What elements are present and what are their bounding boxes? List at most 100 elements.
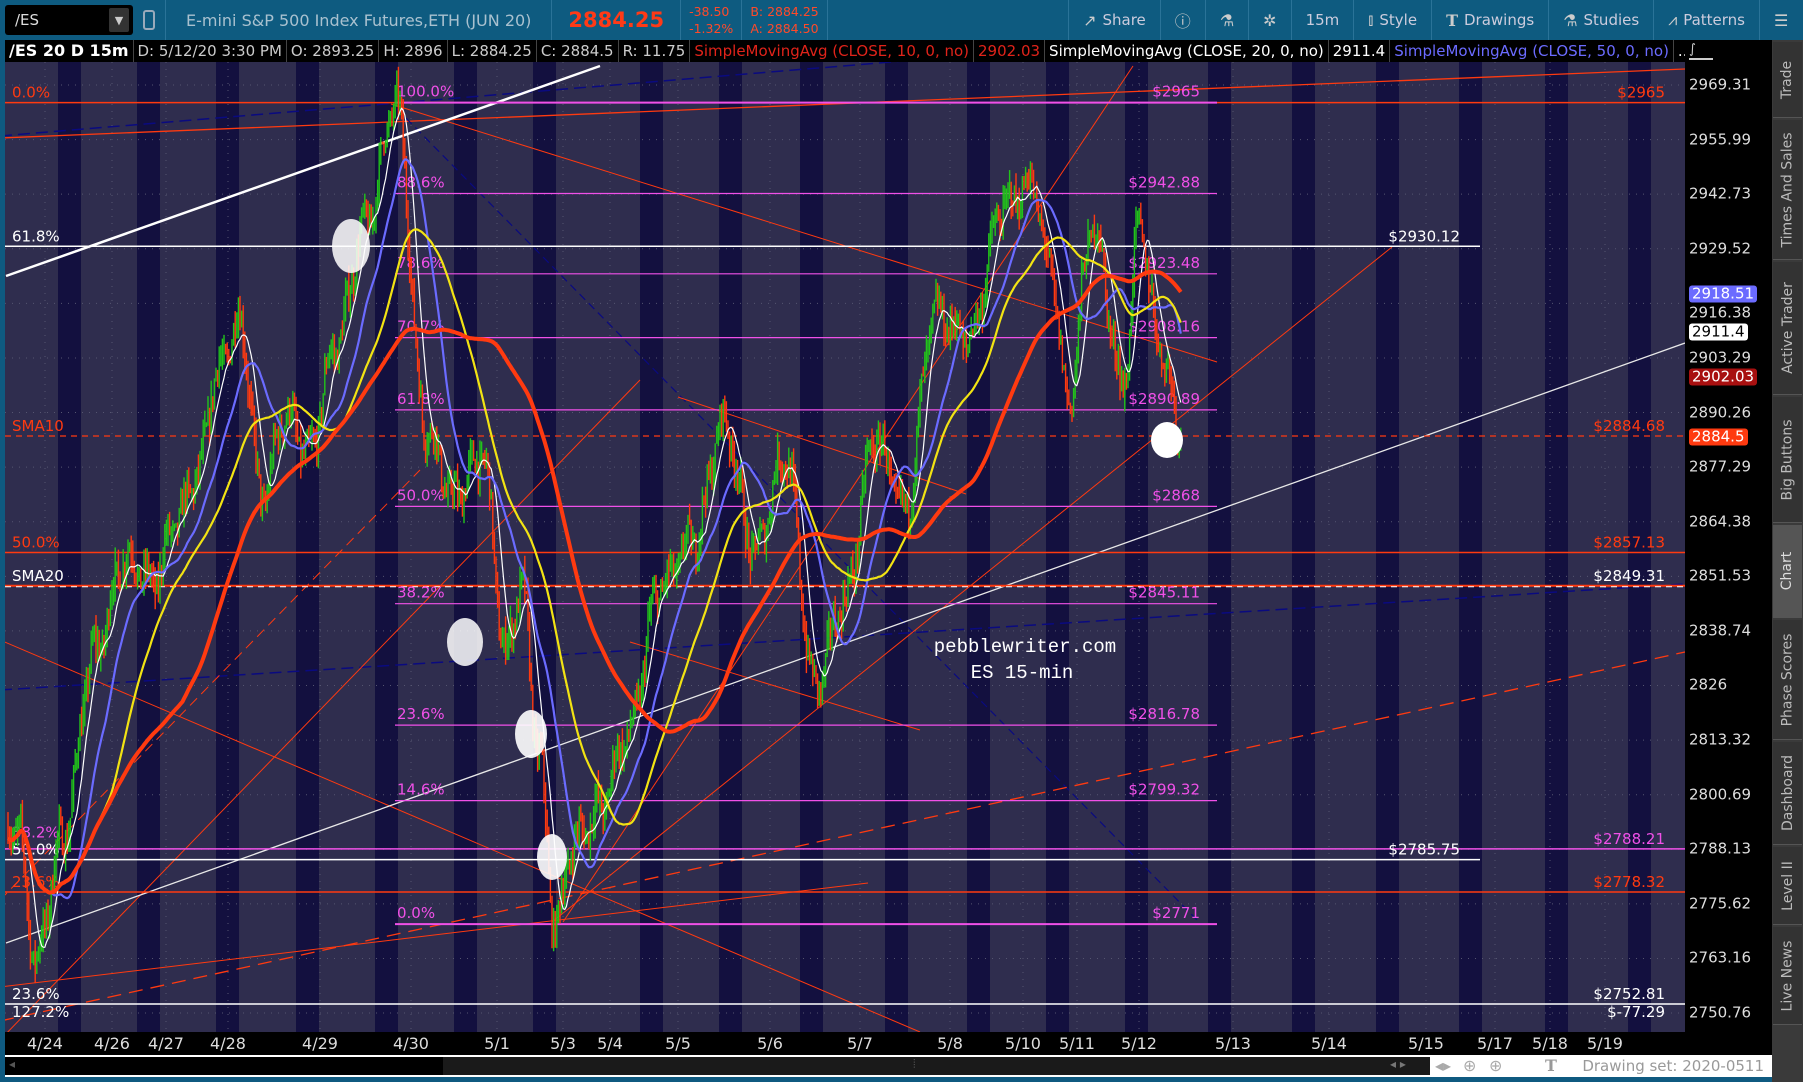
date-tick-label: 5/13 bbox=[1215, 1034, 1251, 1053]
highlight-marker[interactable] bbox=[537, 834, 567, 880]
trendline[interactable] bbox=[396, 108, 1203, 926]
side-tab-label: Trade bbox=[1779, 60, 1796, 99]
highlight-marker[interactable] bbox=[515, 710, 547, 758]
price-badge: 2911.4 bbox=[1689, 323, 1748, 341]
price-axis[interactable]: ∫ 2969.31 2955.99 2942.73 2929.52 2916.38 290… bbox=[1685, 40, 1772, 1055]
fib-price-label: $2890.89 bbox=[1128, 390, 1200, 408]
settings-button[interactable]: ✲ bbox=[1248, 0, 1290, 40]
study-toggle-icon[interactable]: ∫ bbox=[1689, 42, 1713, 60]
date-tick-label: 5/12 bbox=[1121, 1034, 1157, 1053]
trendline[interactable] bbox=[551, 246, 1393, 923]
side-tab-level-ii[interactable]: Level II bbox=[1773, 847, 1802, 925]
side-tab-dashboard[interactable]: Dashboard bbox=[1773, 742, 1802, 845]
study-sma10-label[interactable]: SimpleMovingAvg (CLOSE, 10, 0, no) bbox=[690, 40, 975, 62]
zoom-icon[interactable]: ⊕ bbox=[1489, 1056, 1503, 1075]
chart-id: /ES 20 D 15m bbox=[5, 40, 134, 62]
change-percent: -1.32% bbox=[689, 21, 734, 36]
date-tick-label: 5/3 bbox=[550, 1034, 576, 1053]
date-tick-label: 5/15 bbox=[1408, 1034, 1444, 1053]
bar-high: H: 2896 bbox=[379, 40, 448, 62]
level-label-left: 23.6% bbox=[12, 873, 60, 891]
link-icon[interactable] bbox=[143, 10, 155, 30]
moving-average-sma20 bbox=[7, 158, 1182, 900]
session-band bbox=[719, 62, 742, 1032]
date-tick-label: 5/6 bbox=[757, 1034, 783, 1053]
list-menu-icon: ☰ bbox=[1774, 10, 1789, 30]
menu-button[interactable]: ☰ bbox=[1759, 0, 1803, 40]
level-label-right: $2752.81 bbox=[1593, 985, 1665, 1003]
drawing-set-selector[interactable]: Drawing set: 2020-0511 bbox=[1582, 1057, 1764, 1075]
patterns-button[interactable]: ⩘ Patterns bbox=[1653, 0, 1759, 40]
trendline[interactable] bbox=[5, 651, 1685, 1021]
side-tab-label: Big Buttons bbox=[1779, 418, 1796, 501]
price-badge: 2918.51 bbox=[1689, 285, 1758, 303]
scrollbar-thumb[interactable] bbox=[5, 1057, 443, 1075]
style-label: Style bbox=[1379, 11, 1418, 29]
chart-canvas[interactable]: 0.0% $2965 61.8% $2930.12 SMA10 $2884.68 50.0%… bbox=[5, 62, 1685, 1032]
flask-button[interactable]: ⚗ bbox=[1204, 0, 1248, 40]
horizontal-scrollbar[interactable]: ◂ ⦙ ◂ ▸ bbox=[5, 1057, 1430, 1075]
symbol-selector[interactable]: /ES ▼ bbox=[5, 5, 133, 35]
highlight-marker[interactable] bbox=[447, 618, 483, 666]
scroll-left-icon[interactable]: ◂ bbox=[9, 1057, 16, 1071]
price-tick-label: 2864.38 bbox=[1689, 512, 1752, 531]
symbol-input[interactable]: /ES bbox=[15, 11, 40, 29]
instrument-description: E-mini S&P 500 Index Futures,ETH (JUN 20… bbox=[186, 10, 532, 30]
drawings-button[interactable]: T Drawings bbox=[1431, 0, 1548, 40]
study-sma50-label[interactable]: SimpleMovingAvg (CLOSE, 50, 0, no) bbox=[1390, 40, 1674, 62]
date-tick-label: 5/8 bbox=[937, 1034, 963, 1053]
text-t-icon[interactable]: T bbox=[1545, 1056, 1557, 1075]
moving-average-sma50 bbox=[7, 228, 1182, 894]
share-button[interactable]: ↗ Share bbox=[1068, 0, 1160, 40]
level-label-right: $2930.12 bbox=[1388, 227, 1460, 245]
price-chart[interactable]: 0.0% $2965 61.8% $2930.12 SMA10 $2884.68 50.0%… bbox=[5, 62, 1685, 1032]
highlight-marker[interactable] bbox=[332, 219, 370, 273]
time-axis[interactable]: 4/24 4/26 4/27 4/28 4/29 4/30 5/1 5/3 5/4 5/5 5/6 5… bbox=[5, 1032, 1772, 1055]
fib-pct-label: 78.6% bbox=[397, 254, 445, 272]
study-more[interactable]: ... bbox=[1674, 40, 1685, 62]
studies-button[interactable]: ⚗ Studies bbox=[1548, 0, 1653, 40]
trendline[interactable] bbox=[5, 882, 869, 987]
fib-price-label: $2923.48 bbox=[1128, 254, 1200, 272]
trendline[interactable] bbox=[5, 640, 921, 1032]
level-label-left: 0.0% bbox=[12, 84, 50, 102]
side-tab-times-and-sales[interactable]: Times And Sales bbox=[1773, 120, 1802, 260]
side-tab-live-news[interactable]: Live News bbox=[1773, 927, 1802, 1025]
pan-icon[interactable]: ◂▸ bbox=[1435, 1056, 1452, 1075]
trendline[interactable] bbox=[5, 583, 1685, 691]
trendline[interactable] bbox=[629, 641, 921, 731]
change-value: -38.50 bbox=[689, 4, 730, 19]
trendline[interactable] bbox=[5, 342, 1685, 944]
fib-pct-label: 38.2% bbox=[397, 584, 445, 602]
trendline[interactable] bbox=[5, 379, 641, 1032]
crosshair-icon[interactable]: ⊕ bbox=[1463, 1056, 1477, 1075]
chart-info-bar: /ES 20 D 15m D: 5/12/20 3:30 PM O: 2893.… bbox=[5, 40, 1685, 62]
session-band bbox=[454, 62, 477, 1032]
side-tab-chart[interactable]: Chart bbox=[1773, 525, 1802, 618]
style-button[interactable]: ⫾ Style bbox=[1353, 0, 1431, 40]
level-label-right: $2857.13 bbox=[1593, 533, 1665, 551]
study-sma20-label[interactable]: SimpleMovingAvg (CLOSE, 20, 0, no) bbox=[1045, 40, 1329, 62]
side-tab-big-buttons[interactable]: Big Buttons bbox=[1773, 397, 1802, 523]
session-band bbox=[1628, 62, 1651, 1032]
side-tab-phase-scores[interactable]: Phase Scores bbox=[1773, 620, 1802, 740]
level-label-left: SMA20 bbox=[12, 567, 64, 585]
timeframe-button[interactable]: 15m bbox=[1290, 0, 1354, 40]
fib-price-label: $2799.32 bbox=[1128, 781, 1200, 799]
chevron-down-icon[interactable]: ▼ bbox=[109, 8, 129, 32]
trendline[interactable] bbox=[5, 62, 1685, 137]
side-tab-label: Level II bbox=[1779, 860, 1796, 911]
side-tab-active-trader[interactable]: Active Trader bbox=[1773, 262, 1802, 395]
highlight-marker[interactable] bbox=[1151, 422, 1183, 458]
date-tick-label: 5/10 bbox=[1005, 1034, 1041, 1053]
scroll-grip-icon: ⦙ bbox=[913, 1057, 916, 1071]
fib-pct-label: 50.0% bbox=[397, 486, 445, 504]
info-button[interactable]: ⓘ bbox=[1159, 0, 1205, 40]
side-tab-label: Times And Sales bbox=[1779, 131, 1796, 248]
side-tab-trade[interactable]: Trade bbox=[1773, 42, 1802, 118]
date-tick-label: 5/5 bbox=[665, 1034, 691, 1053]
side-tab-label: Chart bbox=[1779, 551, 1796, 591]
trendline[interactable] bbox=[5, 64, 601, 278]
level-label-right: $2788.21 bbox=[1593, 830, 1665, 848]
scroll-arrows-icon[interactable]: ◂ ▸ bbox=[1390, 1057, 1406, 1071]
